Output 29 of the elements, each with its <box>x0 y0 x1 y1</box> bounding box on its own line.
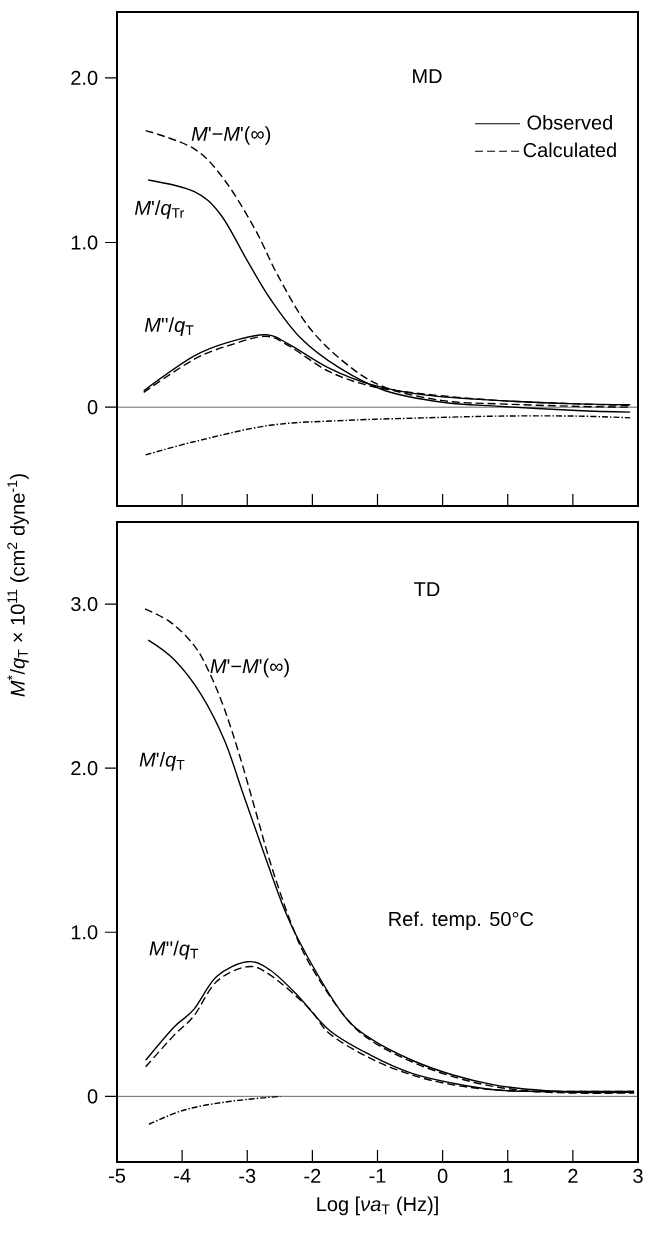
x-tick-label: 2 <box>568 1168 578 1183</box>
text: M$^{*}$/q$_{T}$ × 10$^{11}$ (cm$^{2}$ dyne$^{-1}$) <box>7 474 29 697</box>
annotation: M'/q$_{Tr}$ <box>134 200 184 219</box>
legend-label: Calculated <box>523 142 616 158</box>
y-tick-label: 2.0 <box>71 70 98 85</box>
x-axis-title: Log [νa$_{T}$ (Hz)] <box>317 1196 438 1216</box>
x-tick-label: -3 <box>239 1168 256 1184</box>
x-tick-label: -5 <box>108 1168 125 1183</box>
y-tick-label: 2.0 <box>71 761 98 776</box>
annotation: M''/q$_{T}$ <box>144 317 194 336</box>
y-tick-label: 0 <box>87 1089 98 1104</box>
legend-label: Observed <box>527 114 612 130</box>
annotation: M'−M'(∞) <box>191 126 271 145</box>
annotation: MD <box>412 69 442 84</box>
annotation: Ref. temp. 50°C <box>389 911 534 931</box>
x-tick-label: 0 <box>437 1168 448 1184</box>
annotation: M'−M'(∞) <box>210 658 289 678</box>
x-tick-label: 1 <box>503 1168 513 1183</box>
annotation: M''/q$_{T}$ <box>149 940 199 960</box>
x-tick-label: -2 <box>304 1168 321 1183</box>
x-tick-label: -1 <box>369 1168 386 1183</box>
y-tick-label: 1.0 <box>71 235 98 250</box>
annotation: TD <box>414 582 440 597</box>
x-tick-label: 3 <box>633 1168 643 1184</box>
y-tick-label: 3.0 <box>70 596 98 612</box>
annotation: M'/q$_{T}$ <box>139 752 185 771</box>
y-tick-label: 1.0 <box>71 925 98 940</box>
x-tick-label: -4 <box>174 1168 191 1183</box>
y-tick-label: 0 <box>87 400 98 415</box>
